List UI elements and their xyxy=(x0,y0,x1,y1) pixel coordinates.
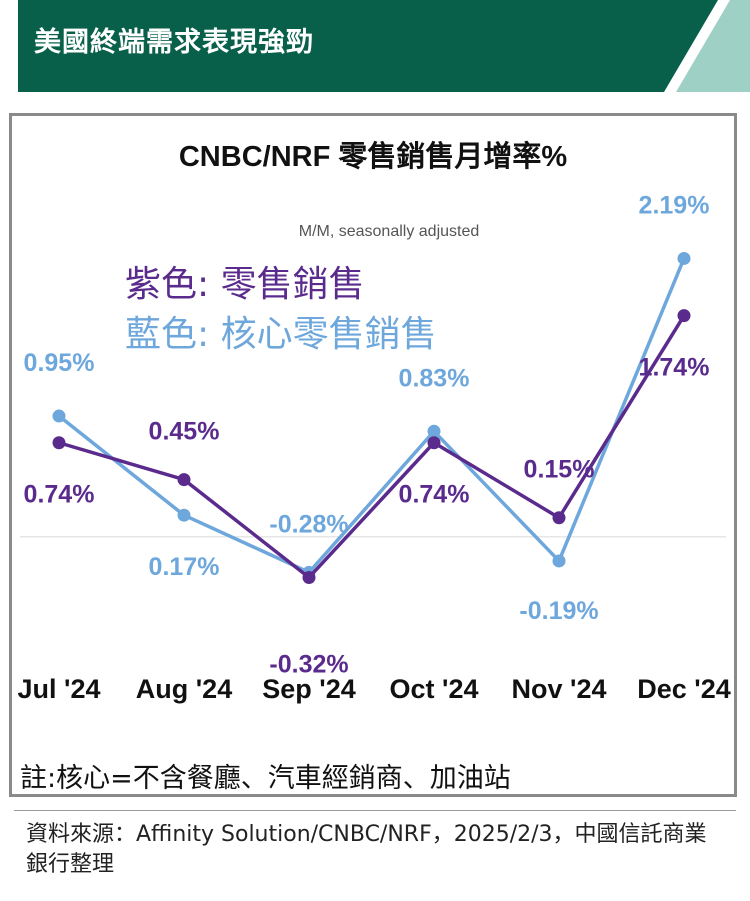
data-label: 0.74% xyxy=(24,481,95,509)
header-background xyxy=(18,0,750,92)
chart-frame: CNBC/NRF 零售銷售月增率% M/M, seasonally adjust… xyxy=(9,113,737,797)
data-label: -0.28% xyxy=(269,510,348,538)
x-tick-label: Oct '24 xyxy=(390,674,479,704)
data-label: 0.95% xyxy=(24,349,95,377)
data-label: 1.74% xyxy=(639,354,710,382)
chart-title: CNBC/NRF 零售銷售月增率% xyxy=(179,139,567,173)
x-tick-label: Dec '24 xyxy=(637,674,731,704)
data-point xyxy=(427,436,441,450)
data-point xyxy=(427,424,441,438)
x-tick-label: Nov '24 xyxy=(512,674,607,704)
data-point xyxy=(552,554,566,568)
source-text: 資料來源：Affinity Solution/CNBC/NRF，2025/2/3… xyxy=(26,822,707,877)
data-label: -0.32% xyxy=(269,650,348,678)
header-accent-stripe xyxy=(676,0,750,92)
data-point xyxy=(177,508,191,522)
data-point xyxy=(52,436,66,450)
header-banner: 美國終端需求表現強勁 xyxy=(18,0,750,92)
data-point xyxy=(52,409,66,423)
data-label: 0.17% xyxy=(149,553,220,581)
data-point xyxy=(677,309,691,323)
header-green-band xyxy=(18,0,718,92)
divider xyxy=(14,810,736,811)
footnote: 註:核心=不含餐廳、汽車經銷商、加油站 xyxy=(20,763,511,794)
series-line-0 xyxy=(57,313,686,580)
series-line-1 xyxy=(57,256,686,575)
legend-core: 藍色: 核心零售銷售 xyxy=(125,314,437,355)
x-tick-label: Jul '24 xyxy=(18,674,101,704)
plot-area: 0.74% 0.45% -0.32% 0.74% 0.15% 1.74% 0.95% 0.17… xyxy=(18,191,731,704)
x-tick-label: Aug '24 xyxy=(136,674,232,704)
legend-retail: 紫色: 零售銷售 xyxy=(125,264,365,305)
data-point xyxy=(302,570,316,584)
header-title: 美國終端需求表現強勁 xyxy=(34,27,314,58)
data-point xyxy=(552,511,566,525)
data-point xyxy=(677,251,691,265)
data-label: 0.15% xyxy=(524,456,595,484)
x-tick-label: Sep '24 xyxy=(262,674,355,704)
data-label: 0.83% xyxy=(399,364,470,392)
data-label: 2.19% xyxy=(639,191,710,219)
data-label: -0.19% xyxy=(519,597,598,625)
data-label: 0.74% xyxy=(399,481,470,509)
chart-subtitle: M/M, seasonally adjusted xyxy=(299,223,480,240)
data-label: 0.45% xyxy=(149,418,220,446)
data-point xyxy=(177,473,191,487)
retail-sales-chart: CNBC/NRF 零售銷售月增率% M/M, seasonally adjust… xyxy=(18,139,731,704)
